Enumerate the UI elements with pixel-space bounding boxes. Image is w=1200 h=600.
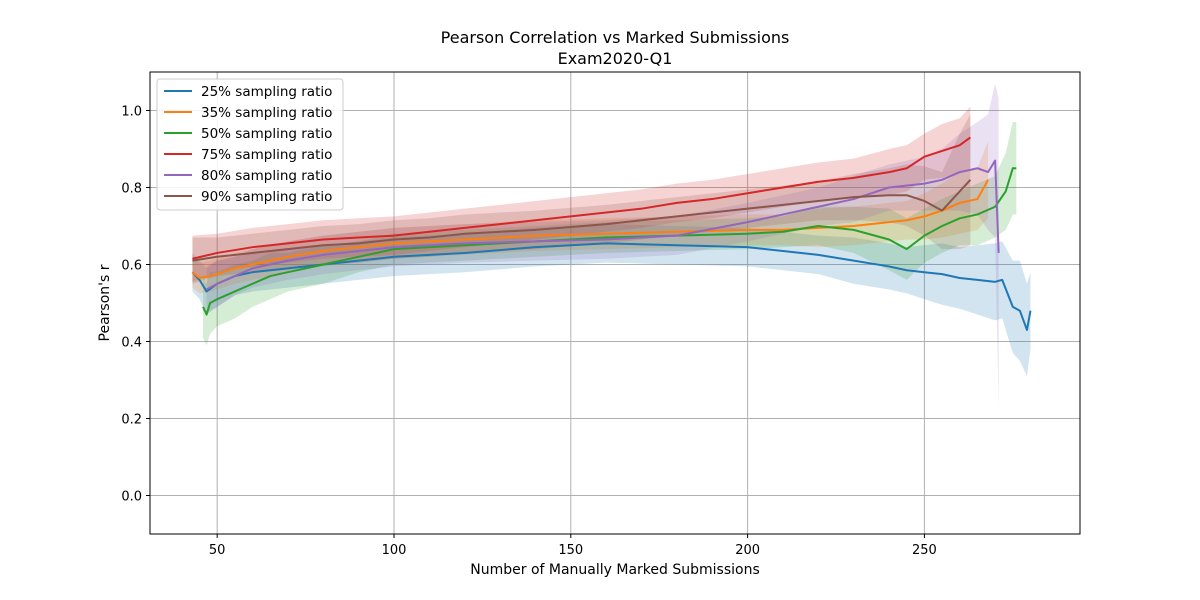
- series-line-1: [191, 179, 989, 279]
- y-tick-label: 0.0: [121, 490, 142, 505]
- axis-ticks: 50 100 150 200 250 0.0 0.2 0.4 0.6 0.8 1.0: [121, 105, 937, 559]
- chart-subtitle: Exam2020-Q1: [558, 49, 673, 68]
- x-tick-label: 200: [735, 543, 760, 558]
- series-band-3: [192, 106, 971, 282]
- series-band-4: [206, 83, 999, 407]
- plot-area-frame: [149, 71, 1081, 535]
- legend-label: 25% sampling ratio: [201, 84, 332, 100]
- x-axis-label: Number of Manually Marked Submissions: [470, 562, 760, 578]
- chart-title: Pearson Correlation vs Marked Submission…: [441, 28, 790, 47]
- grid: [150, 72, 1080, 534]
- series-line-4: [206, 159, 1000, 291]
- legend-label: 90% sampling ratio: [201, 189, 332, 205]
- legend-label: 80% sampling ratio: [201, 168, 332, 184]
- legend-label: 75% sampling ratio: [201, 147, 332, 163]
- legend-label: 50% sampling ratio: [201, 126, 332, 142]
- legend-box: [156, 78, 344, 211]
- x-tick-label: 250: [912, 543, 937, 558]
- y-axis-label: Pearson's r: [97, 264, 113, 341]
- legend-label: 35% sampling ratio: [201, 105, 332, 121]
- y-tick-label: 0.8: [121, 182, 142, 197]
- y-tick-label: 0.6: [121, 259, 142, 274]
- x-tick-label: 50: [209, 543, 226, 558]
- y-tick-label: 1.0: [121, 105, 142, 120]
- x-tick-label: 100: [382, 543, 407, 558]
- series-line-3: [192, 136, 971, 260]
- series-band-1: [192, 141, 989, 294]
- y-tick-label: 0.2: [121, 413, 142, 428]
- y-tick-label: 0.4: [121, 336, 142, 351]
- series-line-0: [191, 242, 1032, 331]
- series-lines: [191, 136, 1032, 331]
- series-band-5: [192, 114, 971, 284]
- x-tick-label: 150: [558, 543, 583, 558]
- legend: 25% sampling ratio 35% sampling ratio 50% …: [156, 78, 344, 211]
- series-line-5: [192, 179, 972, 262]
- series-band-0: [192, 224, 1031, 377]
